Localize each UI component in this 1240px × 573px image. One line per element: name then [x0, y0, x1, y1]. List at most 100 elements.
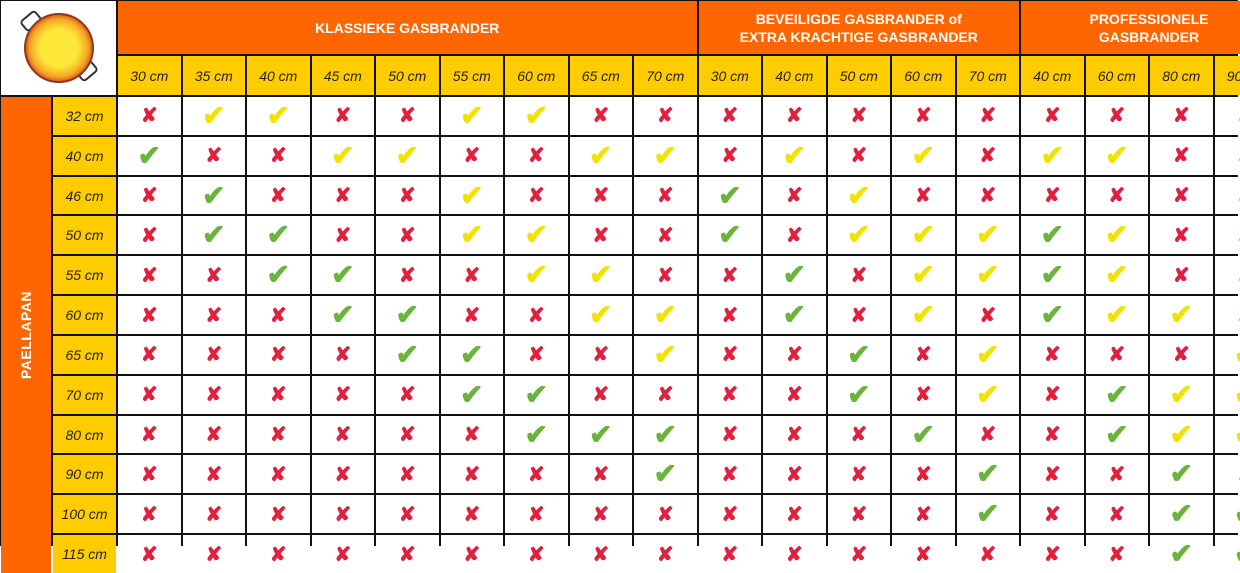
table-cell: ✘ [634, 97, 697, 135]
cross-icon: ✘ [141, 382, 158, 407]
column-header: 30 cm [699, 56, 762, 95]
table-cell: ✔ [505, 376, 568, 414]
table-cell: ✘ [118, 416, 181, 454]
side-label-text: PAELLAPAN [18, 291, 34, 379]
cross-icon: ✘ [141, 103, 158, 128]
cross-icon: ✘ [786, 183, 803, 208]
yellow-check-icon: ✔ [847, 182, 870, 210]
row-header: 60 cm [53, 296, 116, 334]
table-cell: ✘ [376, 376, 439, 414]
table-cell: ✘ [570, 97, 633, 135]
cross-icon: ✘ [1108, 502, 1125, 527]
row-header: 65 cm [53, 336, 116, 374]
table-cell: ✔ [183, 177, 246, 215]
cross-icon: ✘ [786, 223, 803, 248]
table-cell: ✘ [183, 376, 246, 414]
table-cell: ✘ [570, 376, 633, 414]
table-cell: ✔ [118, 137, 181, 175]
cross-icon: ✘ [270, 143, 287, 168]
cross-icon: ✘ [463, 263, 480, 288]
green-check-icon: ✔ [525, 421, 548, 449]
table-cell: ✔ [570, 256, 633, 294]
column-header: 60 cm [505, 56, 568, 95]
yellow-check-icon: ✔ [1041, 142, 1064, 170]
table-cell: ✔ [247, 97, 310, 135]
table-cell: ✘ [247, 455, 310, 493]
table-cell: ✔ [505, 416, 568, 454]
cross-icon: ✘ [1044, 382, 1061, 407]
green-check-icon: ✔ [783, 261, 806, 289]
table-cell: ✘ [1086, 177, 1149, 215]
table-cell: ✘ [1021, 455, 1084, 493]
table-cell: ✘ [957, 296, 1020, 334]
yellow-check-icon: ✔ [654, 142, 677, 170]
column-header: 35 cm [183, 56, 246, 95]
cross-icon: ✘ [399, 422, 416, 447]
yellow-check-icon: ✔ [783, 142, 806, 170]
table-cell: ✘ [376, 535, 439, 573]
cross-icon: ✘ [657, 223, 674, 248]
table-cell: ✘ [957, 535, 1020, 573]
cross-icon: ✘ [915, 502, 932, 527]
yellow-check-icon: ✔ [267, 102, 290, 130]
cross-icon: ✘ [334, 462, 351, 487]
cross-icon: ✘ [205, 263, 222, 288]
table-cell: ✘ [892, 495, 955, 533]
cross-icon: ✘ [786, 342, 803, 367]
table-cell: ✘ [118, 455, 181, 493]
cross-icon: ✘ [721, 303, 738, 328]
table-cell: ✘ [763, 535, 826, 573]
green-check-icon: ✔ [1234, 500, 1240, 528]
table-cell: ✔ [1215, 416, 1240, 454]
yellow-check-icon: ✔ [1105, 221, 1128, 249]
table-cell: ✘ [570, 177, 633, 215]
table-cell: ✔ [1215, 376, 1240, 414]
yellow-check-icon: ✔ [1170, 381, 1193, 409]
table-cell: ✘ [376, 416, 439, 454]
cross-icon: ✘ [1173, 342, 1190, 367]
cross-icon: ✘ [1173, 183, 1190, 208]
table-cell: ✔ [1021, 296, 1084, 334]
cross-icon: ✘ [1044, 542, 1061, 567]
table-cell: ✔ [699, 216, 762, 254]
table-cell: ✔ [957, 455, 1020, 493]
table-cell: ✘ [183, 137, 246, 175]
table-cell: ✘ [699, 97, 762, 135]
yellow-check-icon: ✔ [525, 102, 548, 130]
table-cell: ✘ [183, 296, 246, 334]
cross-icon: ✘ [850, 303, 867, 328]
green-check-icon: ✔ [460, 381, 483, 409]
cross-icon: ✘ [141, 183, 158, 208]
cross-icon: ✘ [205, 502, 222, 527]
table-cell: ✘ [1021, 97, 1084, 135]
table-cell: ✘ [118, 535, 181, 573]
cross-icon: ✘ [528, 502, 545, 527]
cross-icon: ✘ [979, 422, 996, 447]
cross-icon: ✘ [463, 462, 480, 487]
side-label: PAELLAPAN [1, 97, 51, 573]
table-cell: ✘ [1215, 137, 1240, 175]
table-cell: ✘ [828, 535, 891, 573]
table-cell: ✘ [957, 97, 1020, 135]
table-cell: ✘ [1150, 256, 1213, 294]
cross-icon: ✘ [528, 183, 545, 208]
table-cell: ✘ [441, 535, 504, 573]
table-cell: ✘ [892, 336, 955, 374]
table-cell: ✘ [247, 495, 310, 533]
table-cell: ✘ [1150, 336, 1213, 374]
table-cell: ✘ [699, 336, 762, 374]
row-header: 70 cm [53, 376, 116, 414]
table-cell: ✘ [1215, 256, 1240, 294]
cross-icon: ✘ [334, 502, 351, 527]
yellow-check-icon: ✔ [202, 102, 225, 130]
cross-icon: ✘ [915, 462, 932, 487]
table-cell: ✘ [1021, 336, 1084, 374]
table-cell: ✘ [312, 216, 375, 254]
cross-icon: ✘ [334, 103, 351, 128]
cross-icon: ✘ [915, 342, 932, 367]
table-cell: ✔ [957, 256, 1020, 294]
yellow-check-icon: ✔ [460, 102, 483, 130]
table-cell: ✔ [1215, 495, 1240, 533]
column-header: 60 cm [1086, 56, 1149, 95]
table-cell: ✘ [828, 296, 891, 334]
